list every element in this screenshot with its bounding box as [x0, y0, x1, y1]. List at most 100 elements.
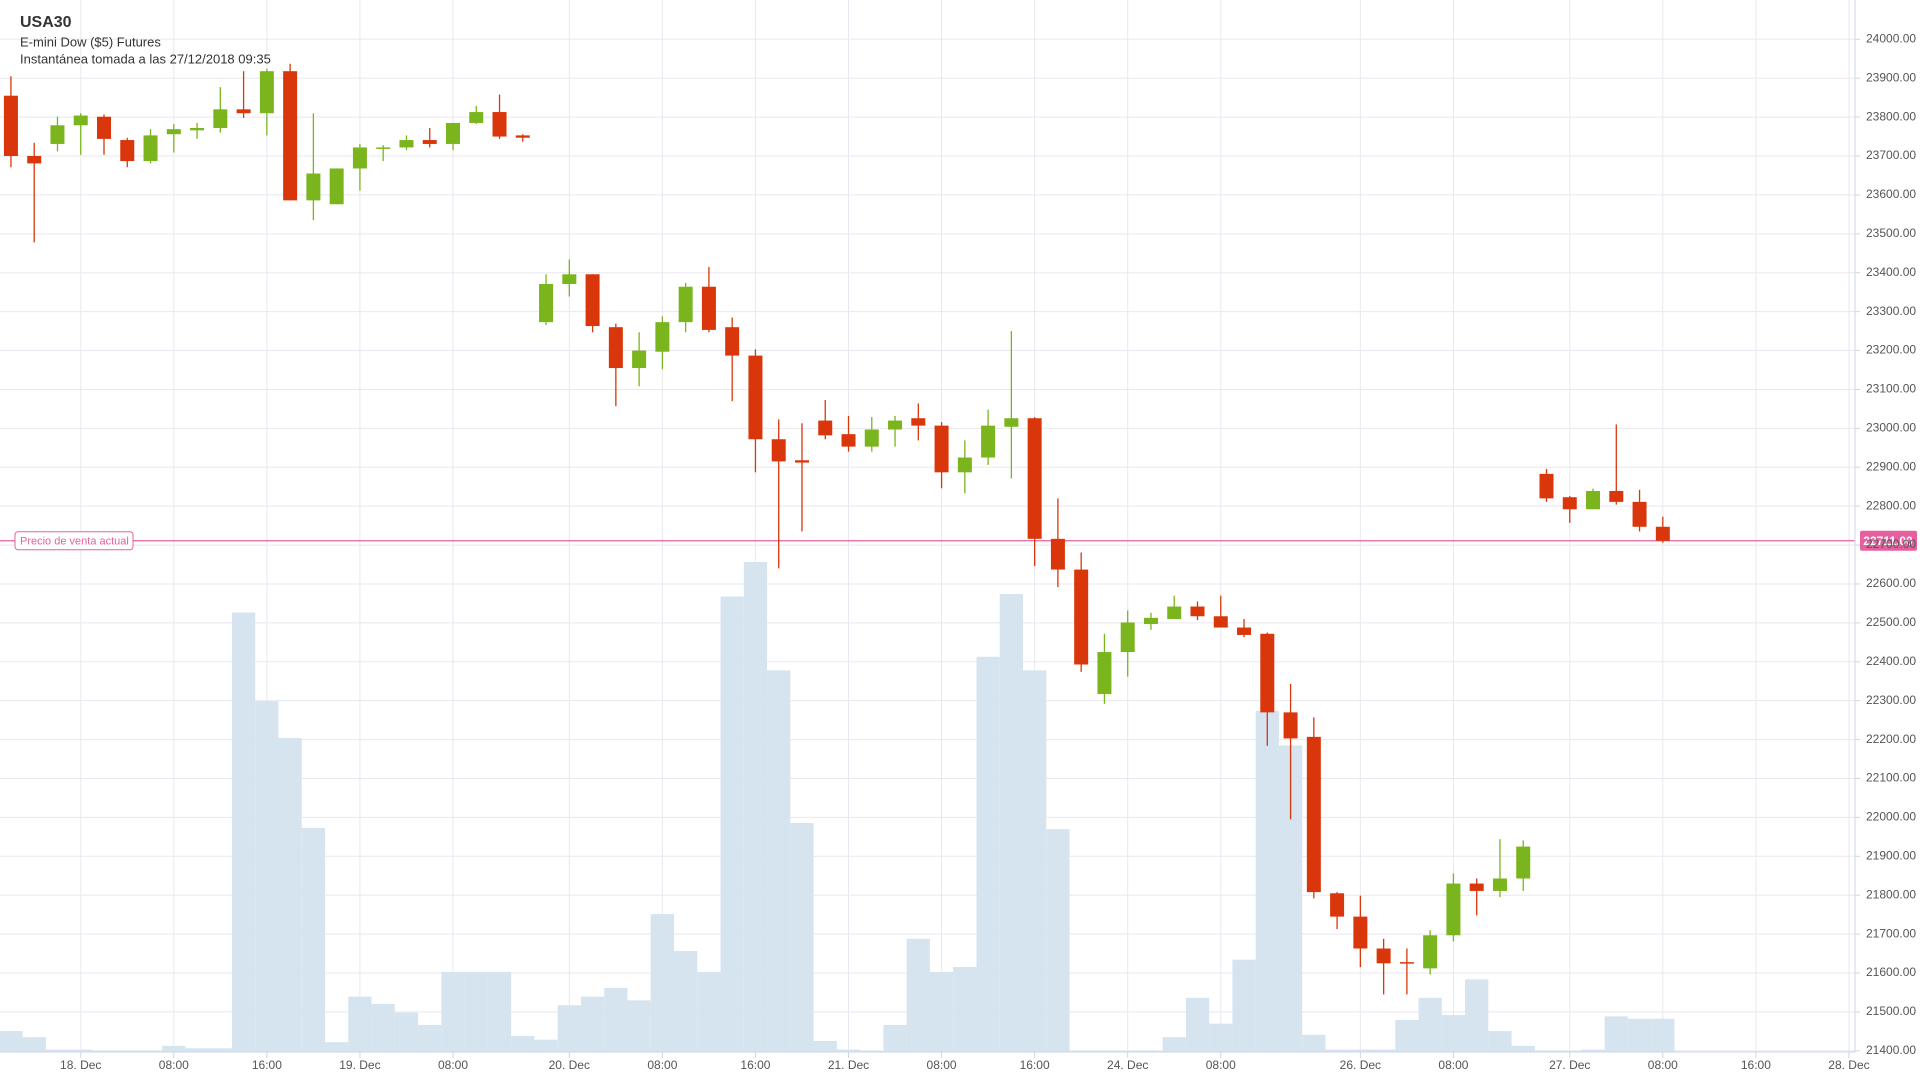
candle-body — [818, 420, 833, 436]
candle-body — [1609, 490, 1624, 502]
volume-bar — [813, 1040, 837, 1052]
candle-body — [492, 112, 507, 137]
y-tick-label: 24000.00 — [1866, 31, 1916, 45]
candle-body — [1120, 622, 1135, 653]
candle-body — [1074, 569, 1089, 665]
candle-body — [748, 355, 763, 440]
y-tick-label: 22900.00 — [1866, 459, 1916, 473]
candle-body — [1190, 606, 1205, 617]
x-tick-label: 19. Dec — [339, 1058, 380, 1072]
volume-bar — [1651, 1018, 1675, 1052]
y-tick-label: 23200.00 — [1866, 343, 1916, 357]
current-price-value: 22711.00 — [1863, 534, 1913, 548]
x-tick-label: 27. Dec — [1549, 1058, 1590, 1072]
volume-bar — [1511, 1045, 1535, 1052]
candle-body — [1167, 606, 1182, 619]
candle-body — [1097, 652, 1112, 695]
candle-body — [236, 109, 251, 114]
x-tick-label: 08:00 — [1438, 1058, 1468, 1072]
volume-bar — [999, 594, 1024, 1052]
candle-body — [864, 429, 879, 447]
volume-bar — [906, 938, 930, 1052]
candle-body — [399, 140, 414, 148]
volume-bar — [301, 827, 326, 1052]
volume-bar — [208, 1048, 232, 1052]
y-tick-label: 23600.00 — [1866, 187, 1916, 201]
candle-body — [1306, 736, 1321, 893]
candle-body — [1027, 418, 1042, 539]
y-tick-label: 22700.00 — [1866, 537, 1916, 551]
candle-body — [1004, 418, 1019, 427]
candle-body — [1516, 846, 1531, 879]
y-tick-label: 22300.00 — [1866, 693, 1916, 707]
y-tick-label: 22600.00 — [1866, 576, 1916, 590]
volume-bar — [860, 1050, 884, 1052]
candle-body — [655, 322, 670, 352]
candle-body — [957, 457, 972, 473]
chart-title: USA30 — [20, 14, 72, 31]
y-tick-label: 23400.00 — [1866, 265, 1916, 279]
volume-bar — [1255, 710, 1279, 1052]
x-tick-label: 16:00 — [252, 1058, 282, 1072]
candle-body — [1353, 916, 1368, 949]
candle-body — [445, 122, 460, 144]
volume-bar — [1581, 1049, 1605, 1052]
volume-bar — [1371, 1049, 1396, 1052]
candle-body — [1492, 878, 1507, 891]
candle-body — [841, 434, 856, 447]
y-tick-label: 23700.00 — [1866, 148, 1916, 162]
volume-bar — [1325, 1049, 1349, 1052]
candle-body — [27, 156, 42, 164]
candle-body — [213, 109, 228, 128]
y-tick-label: 21400.00 — [1866, 1043, 1916, 1057]
candle-body — [3, 95, 18, 157]
y-tick-label: 23900.00 — [1866, 70, 1916, 84]
volume-bar — [883, 1024, 907, 1052]
candle-body — [422, 140, 437, 144]
candle-body — [794, 460, 809, 463]
volume-bar — [162, 1045, 186, 1052]
volume-bar — [115, 1050, 139, 1052]
volume-bar — [511, 1035, 535, 1052]
candle-body — [1330, 893, 1345, 917]
volume-bar — [1395, 1019, 1419, 1052]
y-tick-label: 21800.00 — [1866, 887, 1916, 901]
volume-bar — [534, 1039, 558, 1052]
y-tick-label: 23500.00 — [1866, 226, 1916, 240]
volume-bar — [674, 951, 698, 1052]
x-tick-label: 08:00 — [438, 1058, 468, 1072]
volume-bar — [1441, 1015, 1466, 1052]
candle-body — [1237, 627, 1252, 635]
candle-body — [1632, 501, 1647, 527]
volume-bar — [1488, 1031, 1512, 1052]
candle-body — [701, 286, 716, 330]
y-tick-label: 23300.00 — [1866, 304, 1916, 318]
volume-bar — [953, 967, 977, 1052]
volume-bar — [1092, 1050, 1117, 1052]
candle-body — [50, 125, 65, 144]
candle-body — [1539, 473, 1554, 499]
candle-body — [539, 284, 554, 323]
x-tick-label: 08:00 — [927, 1058, 957, 1072]
volume-bar — [1069, 1050, 1093, 1052]
volume-bar — [487, 971, 512, 1052]
candle-body — [120, 140, 135, 162]
candle-body — [678, 286, 693, 323]
volume-bar — [697, 971, 721, 1052]
candle-body — [1446, 883, 1461, 936]
x-tick-label: 26. Dec — [1340, 1058, 1381, 1072]
y-tick-label: 22200.00 — [1866, 732, 1916, 746]
volume-bar — [1418, 997, 1442, 1052]
volume-bar — [441, 971, 465, 1052]
y-tick-label: 23800.00 — [1866, 109, 1916, 123]
candle-body — [934, 425, 949, 473]
volume-bar — [1139, 1050, 1163, 1052]
volume-bar — [720, 596, 744, 1052]
x-tick-label: 08:00 — [1648, 1058, 1678, 1072]
candle-body — [329, 168, 344, 205]
x-tick-label: 08:00 — [159, 1058, 189, 1072]
candle-body — [608, 327, 623, 369]
candle-body — [306, 173, 321, 201]
volume-bar — [1185, 997, 1210, 1052]
x-tick-label: 21. Dec — [828, 1058, 869, 1072]
